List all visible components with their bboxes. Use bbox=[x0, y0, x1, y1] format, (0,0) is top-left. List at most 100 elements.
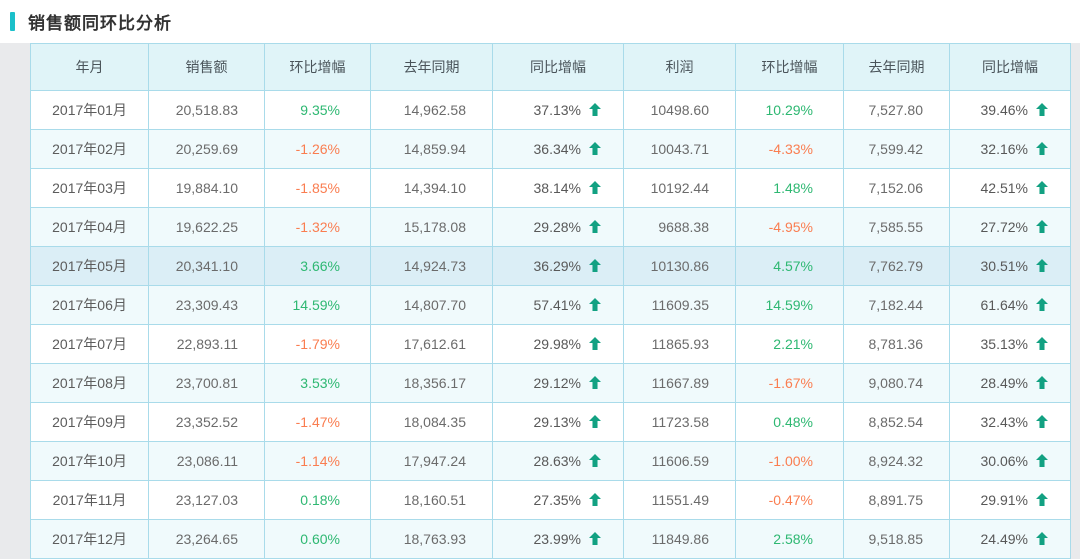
growth-value: -1.26% bbox=[295, 141, 340, 157]
growth-value: -1.79% bbox=[295, 336, 340, 352]
cell-sales-last-year: 14,924.73 bbox=[370, 246, 493, 286]
cell-month: 2017年07月 bbox=[30, 324, 149, 364]
header-sales-mom: 环比增幅 bbox=[264, 43, 371, 91]
yoy-value: 29.13% bbox=[533, 414, 581, 430]
yoy-value: 35.13% bbox=[980, 336, 1028, 352]
cell-value: 2017年04月 bbox=[52, 219, 127, 235]
header-sales-yoy: 同比增幅 bbox=[492, 43, 624, 91]
cell-profit-last-year: 8,781.36 bbox=[843, 324, 950, 364]
cell-sales-yoy: 36.34% bbox=[492, 129, 624, 169]
cell-value: 23,264.65 bbox=[175, 531, 238, 547]
header-profit-last-year: 去年同期 bbox=[843, 43, 950, 91]
cell-profit-mom: 10.29% bbox=[735, 90, 844, 130]
cell-value: 2017年09月 bbox=[52, 414, 127, 430]
cell-profit-mom: 14.59% bbox=[735, 285, 844, 325]
header-profit: 利润 bbox=[623, 43, 736, 91]
cell-value: 23,352.52 bbox=[175, 414, 238, 430]
cell-value: 2017年12月 bbox=[52, 531, 127, 547]
table-row[interactable]: 2017年09月 23,352.52 -1.47% 18,084.35 29.13% 11… bbox=[30, 402, 1071, 442]
cell-sales: 23,127.03 bbox=[148, 480, 265, 520]
cell-profit-last-year: 7,527.80 bbox=[843, 90, 950, 130]
cell-value: 2017年08月 bbox=[52, 375, 127, 391]
cell-sales-yoy: 29.98% bbox=[492, 324, 624, 364]
report-title-bar: 销售额同环比分析 bbox=[0, 0, 1080, 43]
cell-profit-last-year: 9,518.85 bbox=[843, 519, 950, 559]
cell-value: 11865.93 bbox=[651, 336, 709, 352]
cell-month: 2017年04月 bbox=[30, 207, 149, 247]
cell-value: 11723.58 bbox=[651, 414, 709, 430]
cell-sales-mom: 14.59% bbox=[264, 285, 371, 325]
cell-profit: 10498.60 bbox=[623, 90, 736, 130]
table-row[interactable]: 2017年05月 20,341.10 3.66% 14,924.73 36.29% 101… bbox=[30, 246, 1071, 286]
up-arrow-icon bbox=[589, 532, 601, 545]
cell-profit-last-year: 8,852.54 bbox=[843, 402, 950, 442]
cell-profit-yoy: 32.16% bbox=[949, 129, 1071, 169]
table-row[interactable]: 2017年04月 19,622.25 -1.32% 15,178.08 29.28% 96… bbox=[30, 207, 1071, 247]
cell-profit-yoy: 30.06% bbox=[949, 441, 1071, 481]
cell-sales: 23,352.52 bbox=[148, 402, 265, 442]
up-arrow-icon bbox=[589, 103, 601, 116]
table-row[interactable]: 2017年06月 23,309.43 14.59% 14,807.70 57.41% 11… bbox=[30, 285, 1071, 325]
table-row[interactable]: 2017年03月 19,884.10 -1.85% 14,394.10 38.14% 10… bbox=[30, 168, 1071, 208]
table-row[interactable]: 2017年11月 23,127.03 0.18% 18,160.51 27.35% 115… bbox=[30, 480, 1071, 520]
cell-value: 10192.44 bbox=[650, 180, 709, 196]
cell-profit-yoy: 42.51% bbox=[949, 168, 1071, 208]
table-row[interactable]: 2017年01月 20,518.83 9.35% 14,962.58 37.13% 104… bbox=[30, 90, 1071, 130]
cell-profit-mom: 1.48% bbox=[735, 168, 844, 208]
cell-value: 17,947.24 bbox=[403, 453, 466, 469]
cell-profit-mom: -1.00% bbox=[735, 441, 844, 481]
cell-sales: 19,884.10 bbox=[148, 168, 265, 208]
yoy-value: 29.98% bbox=[533, 336, 581, 352]
cell-sales-yoy: 23.99% bbox=[492, 519, 624, 559]
yoy-value: 57.41% bbox=[533, 297, 581, 313]
yoy-value: 27.35% bbox=[533, 492, 581, 508]
cell-profit: 11667.89 bbox=[623, 363, 736, 403]
up-arrow-icon bbox=[1036, 259, 1048, 272]
cell-sales-yoy: 57.41% bbox=[492, 285, 624, 325]
cell-value: 11551.49 bbox=[651, 492, 709, 508]
cell-value: 9,518.85 bbox=[868, 531, 924, 547]
cell-sales-yoy: 29.13% bbox=[492, 402, 624, 442]
table-row[interactable]: 2017年08月 23,700.81 3.53% 18,356.17 29.12% 116… bbox=[30, 363, 1071, 403]
cell-sales-mom: 3.66% bbox=[264, 246, 371, 286]
table-row[interactable]: 2017年10月 23,086.11 -1.14% 17,947.24 28.63% 11… bbox=[30, 441, 1071, 481]
yoy-value: 32.16% bbox=[980, 141, 1028, 157]
cell-sales-mom: 9.35% bbox=[264, 90, 371, 130]
cell-value: 18,084.35 bbox=[403, 414, 466, 430]
cell-value: 11609.35 bbox=[651, 297, 709, 313]
cell-value: 2017年11月 bbox=[52, 492, 127, 508]
cell-value: 23,127.03 bbox=[175, 492, 238, 508]
table-row[interactable]: 2017年02月 20,259.69 -1.26% 14,859.94 36.34% 10… bbox=[30, 129, 1071, 169]
growth-value: -1.67% bbox=[768, 375, 813, 391]
cell-profit: 10130.86 bbox=[623, 246, 736, 286]
cell-month: 2017年10月 bbox=[30, 441, 149, 481]
sales-analysis-table: 年月 销售额 环比增幅 去年同期 同比增幅 利润 环比增幅 去年同期 同比增幅 … bbox=[30, 43, 1071, 559]
cell-value: 14,962.58 bbox=[403, 102, 466, 118]
up-arrow-icon bbox=[1036, 493, 1048, 506]
table-row[interactable]: 2017年07月 22,893.11 -1.79% 17,612.61 29.98% 11… bbox=[30, 324, 1071, 364]
cell-sales: 23,309.43 bbox=[148, 285, 265, 325]
cell-profit-mom: 4.57% bbox=[735, 246, 844, 286]
up-arrow-icon bbox=[1036, 103, 1048, 116]
up-arrow-icon bbox=[589, 142, 601, 155]
title-accent-bar bbox=[10, 12, 15, 31]
growth-value: -0.47% bbox=[768, 492, 813, 508]
cell-sales-yoy: 38.14% bbox=[492, 168, 624, 208]
header-sales: 销售额 bbox=[148, 43, 265, 91]
up-arrow-icon bbox=[589, 493, 601, 506]
up-arrow-icon bbox=[1036, 220, 1048, 233]
yoy-value: 27.72% bbox=[980, 219, 1028, 235]
up-arrow-icon bbox=[589, 181, 601, 194]
cell-profit: 9688.38 bbox=[623, 207, 736, 247]
cell-sales-yoy: 37.13% bbox=[492, 90, 624, 130]
table-row[interactable]: 2017年12月 23,264.65 0.60% 18,763.93 23.99% 118… bbox=[30, 519, 1071, 559]
cell-sales-yoy: 29.28% bbox=[492, 207, 624, 247]
cell-value: 7,599.42 bbox=[868, 141, 924, 157]
cell-sales-mom: -1.14% bbox=[264, 441, 371, 481]
cell-value: 20,518.83 bbox=[175, 102, 238, 118]
growth-value: 0.18% bbox=[300, 492, 340, 508]
cell-sales-last-year: 18,763.93 bbox=[370, 519, 493, 559]
cell-value: 7,527.80 bbox=[868, 102, 924, 118]
growth-value: 3.53% bbox=[300, 375, 340, 391]
cell-profit-mom: -4.95% bbox=[735, 207, 844, 247]
